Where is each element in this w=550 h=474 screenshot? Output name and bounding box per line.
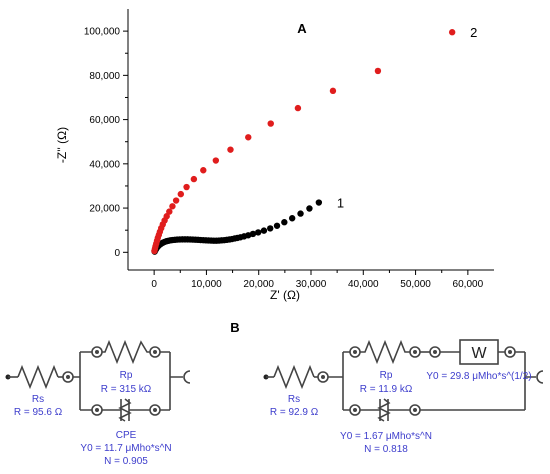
- series-1-point: [249, 230, 257, 238]
- x-axis-title: Z' (Ω): [270, 288, 300, 302]
- series-2-point: [177, 190, 185, 198]
- panel-label-b: B: [230, 320, 239, 335]
- series-2-point: [169, 203, 176, 210]
- cpe-y0: Y0 = 1.67 μMho*s^N: [340, 431, 432, 442]
- circuit-right: W Rs R = 92.9 Ω Rp R = 11.9 kΩ Y0 = 29.8…: [263, 339, 544, 455]
- wire: [160, 351, 183, 411]
- nyquist-chart: A Z' (Ω) -Z'' (Ω) 0 10,000 20,000 30,000 40,…: [55, 9, 494, 302]
- series-1-point: [297, 210, 304, 217]
- cpe-element: [102, 399, 150, 421]
- x-tick-label: 0: [151, 279, 157, 290]
- warburg-element: [459, 339, 499, 365]
- series-1-point: [254, 229, 262, 236]
- rs-name: Rs: [32, 394, 44, 405]
- x-tick-label: 10,000: [191, 279, 222, 290]
- x-axis-ticks: 0 10,000 20,000 30,000 40,000 50,000 60,000: [151, 270, 484, 290]
- node-icon: [91, 404, 103, 416]
- series-1-label: 1: [337, 196, 344, 211]
- series-2-point: [163, 213, 170, 220]
- axes: [127, 9, 494, 271]
- series-2-label: 2: [470, 25, 477, 40]
- node-icon: [149, 346, 161, 358]
- wire: [515, 351, 536, 410]
- series-2-point: [448, 29, 456, 36]
- series-2-point: [245, 134, 252, 141]
- open-terminal-icon: [536, 370, 544, 384]
- node-icon: [349, 346, 361, 358]
- series-1-point: [267, 225, 274, 232]
- rs-value: R = 92.9 Ω: [270, 407, 319, 418]
- x-tick-label: 60,000: [453, 279, 484, 290]
- y-tick-label: 100,000: [84, 27, 121, 38]
- node-icon: [504, 346, 516, 358]
- x-tick-label: 40,000: [348, 279, 379, 290]
- node-icon: [317, 371, 329, 383]
- series-1-point: [315, 199, 323, 206]
- x-tick-label: 30,000: [296, 279, 327, 290]
- rp-name: Rp: [120, 370, 133, 381]
- node-icon: [409, 404, 421, 416]
- resistor-rs: [17, 364, 59, 390]
- rs-name: Rs: [288, 394, 300, 405]
- data-points: [151, 29, 456, 255]
- series-2-point: [212, 157, 220, 164]
- resistor-rp: [102, 339, 150, 365]
- series-2-point: [166, 208, 173, 215]
- y-tick-label: 80,000: [89, 71, 120, 82]
- cpe-zigzag: [118, 398, 132, 422]
- series-2-point: [190, 175, 198, 183]
- node-icon: [62, 371, 74, 383]
- cpe-name: CPE: [116, 430, 137, 441]
- cpe-n: N = 0.905: [104, 456, 148, 467]
- cpe-zigzag: [377, 398, 391, 422]
- x-tick-label: 20,000: [243, 279, 274, 290]
- y-tick-label: 0: [114, 248, 120, 259]
- series-2-point: [329, 87, 337, 95]
- wire: [328, 351, 350, 411]
- resistor-rs: [273, 364, 315, 390]
- y-axis-title: -Z'' (Ω): [55, 127, 69, 163]
- rp-value: R = 11.9 kΩ: [360, 384, 413, 395]
- series-2-point: [374, 67, 382, 75]
- warburg-y0: Y0 = 29.8 μMho*s^(1/2): [426, 371, 531, 382]
- open-terminal-icon: [183, 370, 191, 384]
- series-2-point: [267, 120, 274, 127]
- series-labels: 12: [337, 25, 478, 210]
- series-1-point: [260, 227, 268, 234]
- node-icon: [91, 346, 103, 358]
- y-axis-ticks: 0 20,000 40,000 60,000 80,000 100,000: [84, 27, 128, 259]
- node-icon: [349, 404, 361, 416]
- node-icon: [149, 404, 161, 416]
- series-2-point: [227, 146, 234, 153]
- x-tick-label: 50,000: [400, 279, 431, 290]
- series-2-point: [172, 197, 180, 204]
- cpe-n: N = 0.818: [364, 444, 408, 455]
- series-2-point: [183, 183, 190, 191]
- series-1-point: [288, 215, 296, 222]
- cpe-element: [360, 399, 410, 421]
- panel-label-a: A: [297, 21, 307, 36]
- rs-value: R = 95.6 Ω: [14, 407, 63, 418]
- cpe-y0: Y0 = 11.7 μMho*s^N: [80, 443, 171, 454]
- circuit-left: Rs R = 95.6 Ω Rp R = 315 kΩ CPE Y0 = 11.…: [5, 339, 191, 467]
- y-tick-label: 20,000: [89, 204, 120, 215]
- node-icon: [409, 346, 421, 358]
- resistor-rp: [360, 339, 410, 365]
- series-1-point: [273, 222, 281, 229]
- rp-name: Rp: [380, 370, 393, 381]
- series-2-point: [294, 104, 302, 112]
- warburg-label: W: [471, 345, 487, 362]
- y-tick-label: 60,000: [89, 115, 120, 126]
- series-1-point: [281, 219, 288, 226]
- node-icon: [429, 346, 441, 358]
- rp-value: R = 315 kΩ: [101, 384, 152, 395]
- series-2-point: [200, 167, 207, 174]
- wire: [73, 351, 92, 411]
- series-1-point: [306, 205, 313, 212]
- y-tick-label: 40,000: [89, 159, 120, 170]
